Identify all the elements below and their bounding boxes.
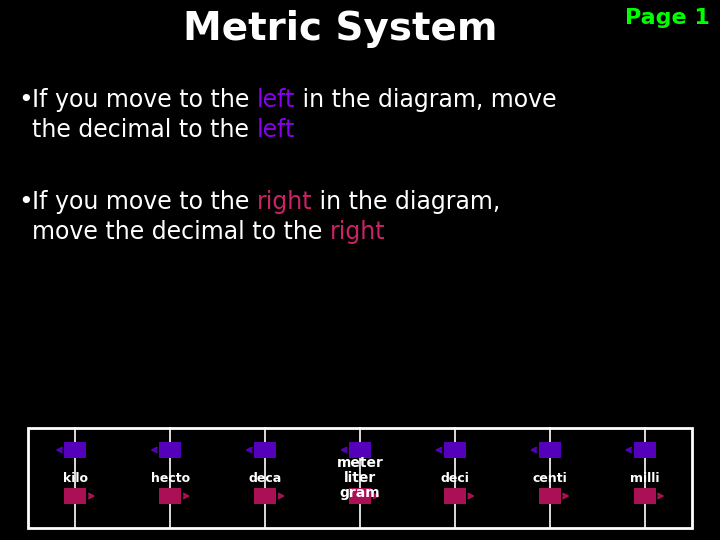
Text: right: right	[257, 190, 312, 214]
Text: left: left	[257, 88, 295, 112]
Bar	[444, 488, 466, 504]
Bar	[28, 428, 692, 528]
Bar	[444, 442, 466, 458]
Text: the decimal to the: the decimal to the	[32, 118, 256, 142]
Text: centi: centi	[532, 471, 567, 484]
Text: kilo: kilo	[63, 471, 88, 484]
Bar	[539, 442, 561, 458]
Bar	[349, 488, 371, 504]
Text: deci: deci	[441, 471, 469, 484]
Bar	[349, 442, 371, 458]
Text: right: right	[330, 220, 385, 244]
Text: in the diagram,: in the diagram,	[312, 190, 500, 214]
Bar	[64, 488, 86, 504]
Text: Page 1: Page 1	[625, 8, 710, 28]
Text: deca: deca	[248, 471, 282, 484]
Text: in the diagram, move: in the diagram, move	[295, 88, 557, 112]
Bar	[159, 488, 181, 504]
Text: move the decimal to the: move the decimal to the	[32, 220, 330, 244]
Text: If you move to the: If you move to the	[32, 88, 257, 112]
Bar	[634, 488, 656, 504]
Bar	[634, 442, 656, 458]
Bar	[539, 488, 561, 504]
Bar	[254, 442, 276, 458]
Bar	[254, 488, 276, 504]
Bar	[159, 442, 181, 458]
Text: Metric System: Metric System	[183, 10, 498, 48]
Text: If you move to the: If you move to the	[32, 190, 257, 214]
Text: meter
liter
gram: meter liter gram	[336, 456, 384, 500]
Text: •: •	[18, 88, 32, 112]
Text: left: left	[256, 118, 295, 142]
Text: hecto: hecto	[150, 471, 190, 484]
Text: •: •	[18, 190, 32, 214]
Text: milli: milli	[630, 471, 660, 484]
Bar	[64, 442, 86, 458]
